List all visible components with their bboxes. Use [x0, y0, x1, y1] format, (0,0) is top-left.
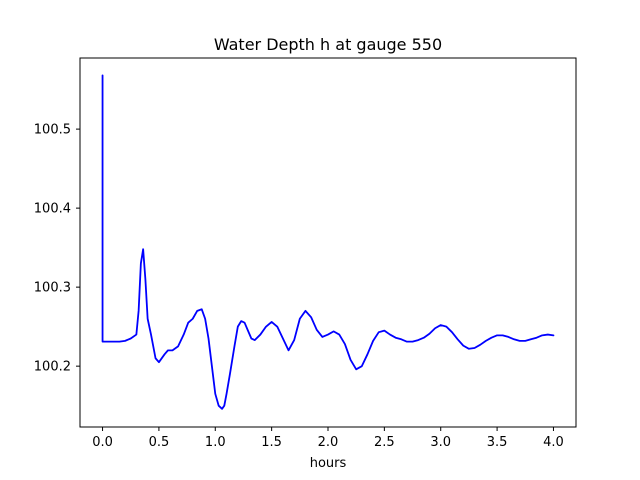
chart-title: Water Depth h at gauge 550	[214, 35, 442, 54]
y-tick-label: 100.3	[34, 281, 71, 296]
x-tick-label: 3.0	[430, 435, 451, 450]
x-tick-label: 3.5	[487, 435, 508, 450]
x-tick-label: 1.5	[261, 435, 282, 450]
x-tick-label: 2.0	[318, 435, 339, 450]
y-tick-label: 100.2	[34, 360, 71, 375]
y-tick-label: 100.5	[34, 123, 71, 138]
x-tick-label: 0.5	[149, 435, 170, 450]
x-tick-label: 4.0	[543, 435, 564, 450]
series-line-0	[101, 74, 555, 410]
x-tick-label: 1.0	[205, 435, 226, 450]
x-tick-label: 2.5	[374, 435, 395, 450]
y-tick-label: 100.4	[34, 202, 71, 217]
y-axis: 100.2 100.3 100.4 100.5	[34, 123, 80, 375]
plot-area	[101, 74, 555, 410]
x-tick-label: 0.0	[92, 435, 113, 450]
x-axis: 0.0 0.5 1.0 1.5 2.0 2.5 3.0 3.5 4.0	[92, 427, 564, 450]
x-axis-label: hours	[310, 456, 347, 471]
